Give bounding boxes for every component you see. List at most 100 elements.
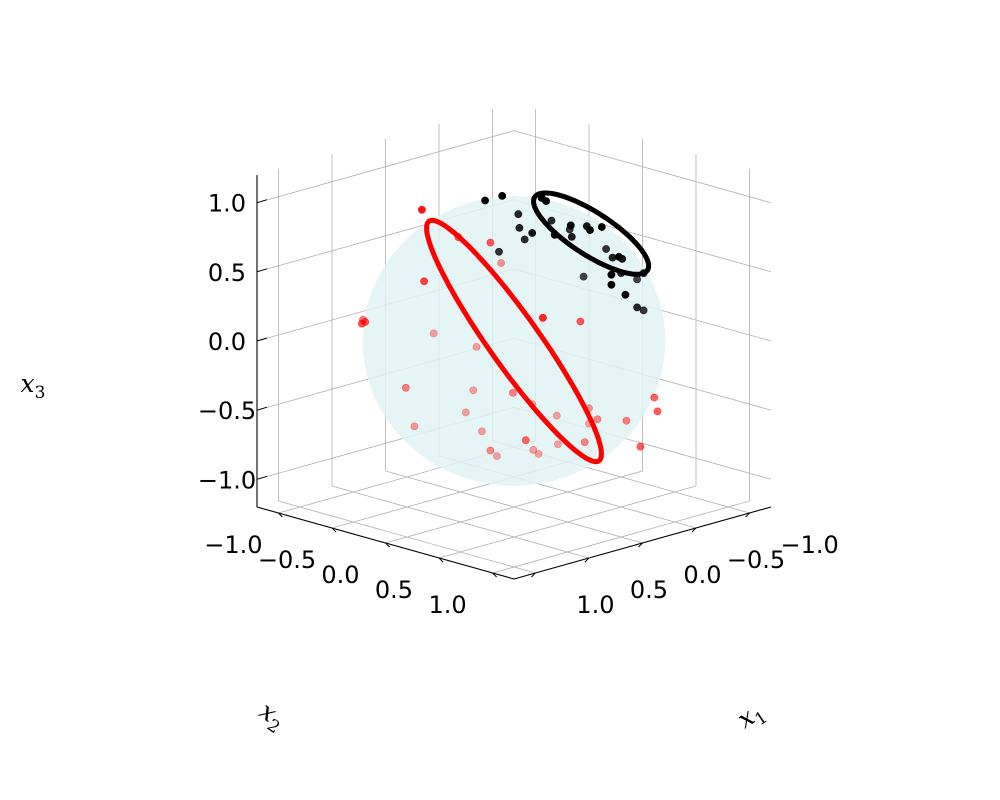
gridline-floor-x1 [331,485,590,559]
red-point [492,452,501,460]
red-point [552,411,561,420]
x2-tick-label: 0.0 [321,561,359,589]
black-point [608,253,617,262]
red-point [410,422,419,431]
x3-tick-label: 0.0 [208,328,246,356]
red-point [429,329,438,338]
x2-tick-label: 0.5 [375,576,413,604]
x2-tick-mark [438,557,444,563]
red-point [580,438,589,447]
x1-axis-label: x1 [732,696,772,738]
gridline-wall-x3 [513,130,772,204]
black-point [537,194,546,202]
black-point [550,230,559,239]
sphere-surface [362,196,666,486]
red-point [454,233,463,241]
red-point [528,400,537,409]
x2-tick-label: −1.0 [204,531,262,559]
x3-tick-label: 1.0 [208,190,246,218]
red-point [417,205,426,214]
black-point [498,191,507,200]
red-point [534,450,543,458]
red-point [576,317,585,326]
red-point [653,407,662,416]
black-point [633,275,641,284]
gridline-floor-x2 [492,500,750,574]
x3-tick-mark [256,406,268,411]
black-point [547,216,556,225]
x2-tick-mark [278,512,283,518]
data-points [357,191,662,460]
x3-tick-label: 0.5 [208,259,246,287]
x3-axis-label: x3 [21,369,46,403]
red-point [420,277,428,286]
black-point [639,269,648,277]
black-point [639,306,648,315]
x1-tick-label: −0.5 [727,546,785,574]
red-point [359,315,367,324]
black-point [495,247,503,256]
x3-axis-label-subscript: 3 [35,383,46,403]
gridline-floor-x2 [438,485,697,559]
red-point [585,419,593,428]
red-point [401,383,410,392]
x2-tick-label: 1.0 [429,591,467,619]
black-point [633,303,641,312]
x3-tick-mark [256,337,268,342]
x3-axis-label-main: x [21,369,35,398]
black-point [565,225,574,234]
red-point [486,446,495,455]
x1-tick-label: 1.0 [576,591,614,619]
red-point [477,427,486,436]
black-point [515,223,524,232]
x1-tick-mark [745,512,750,518]
x2-tick-mark [331,527,337,533]
x1-tick-mark [638,542,643,548]
axis-ticks: −1.0−1.0−1.0−0.5−0.5−0.50.00.00.00.50.50… [21,190,839,738]
red-point [521,436,530,445]
black-point [617,269,625,277]
black-point [602,245,610,253]
red-point [593,415,602,424]
x2-tick-mark [492,572,497,578]
red-point [486,238,495,247]
x1-tick-label: −1.0 [780,531,838,559]
red-point [469,386,478,395]
black-point [586,226,594,234]
black-point [514,210,523,219]
black-point [520,235,529,244]
x3-tick-mark [256,475,268,480]
black-point [618,254,627,263]
black-point [607,270,616,279]
red-point [461,408,470,417]
x3-tick-label: −0.5 [198,397,256,425]
red-point [472,342,481,351]
red-point [529,445,538,454]
gridline-floor-x2 [385,470,643,544]
red-point [554,440,562,449]
sphere-shape [362,196,666,486]
x1-tick-mark [691,527,697,533]
black-point [567,232,576,241]
x2-tick-label: −0.5 [258,546,316,574]
black-point [481,196,489,205]
red-point [636,442,645,451]
x2-axis-label: x2 [252,696,292,738]
x2-tick-mark [385,542,390,548]
red-point [497,259,505,267]
x1-tick-label: 0.0 [683,561,721,589]
red-point [622,416,631,425]
black-point [621,290,630,299]
black-point [597,223,606,231]
x1-tick-mark [584,557,590,563]
x3-tick-label: −1.0 [198,466,256,494]
gridline-floor-x1 [278,500,536,574]
black-point [528,229,537,237]
red-point [509,388,517,397]
black-point [579,272,588,281]
x1-tick-mark [531,572,536,578]
red-point [539,313,547,322]
x1-tick-label: 0.5 [630,576,668,604]
black-point [607,280,616,289]
